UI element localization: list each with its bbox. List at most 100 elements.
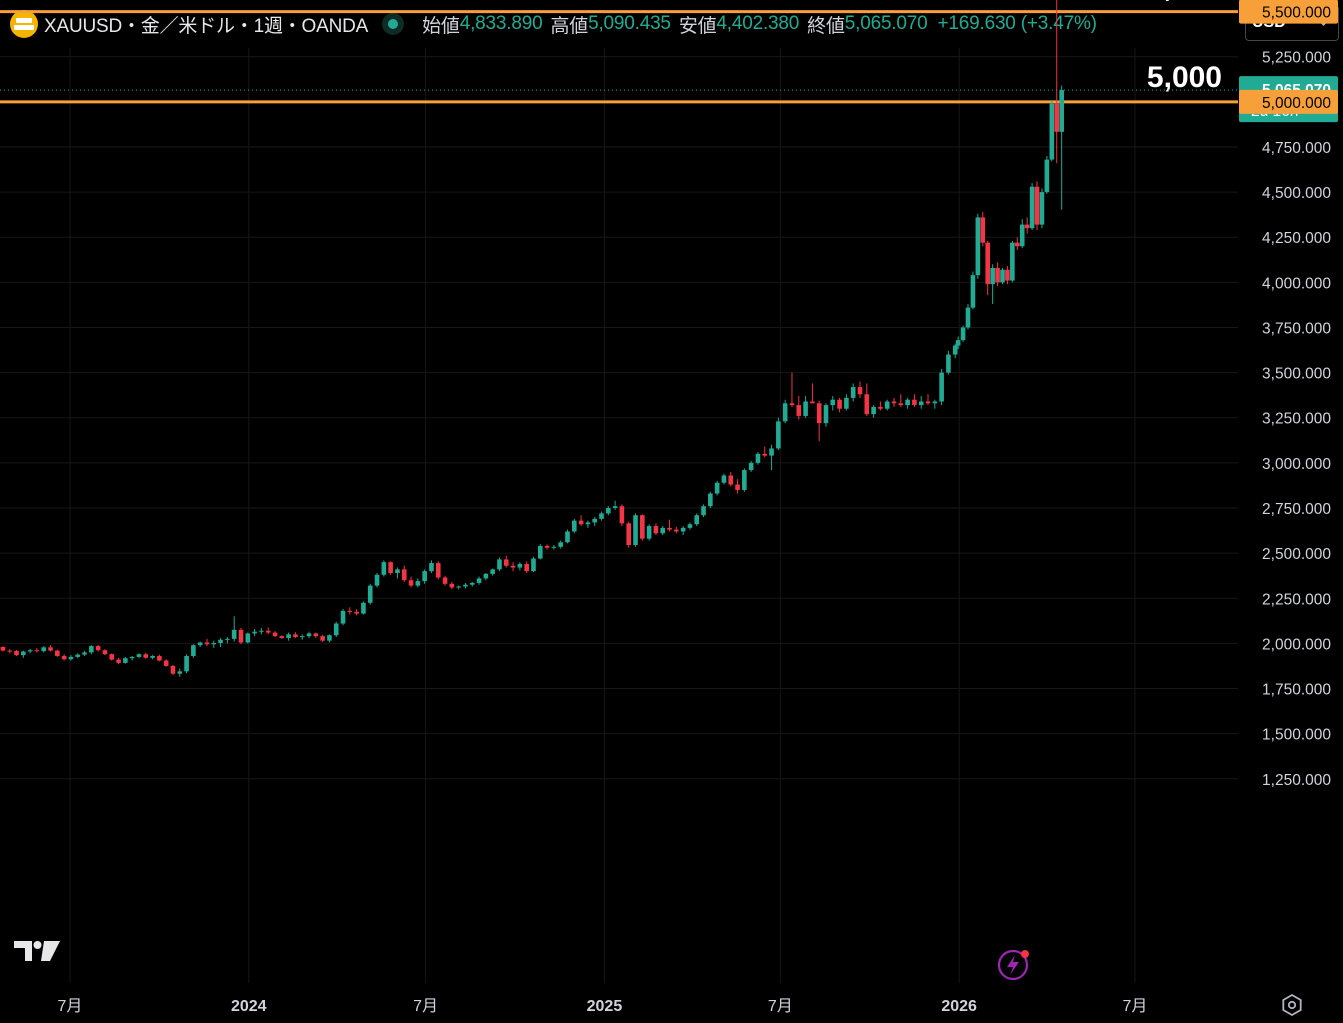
y-tick-label: 5,250.000 (1262, 50, 1331, 67)
candle-body (177, 671, 183, 674)
candle-body (708, 493, 713, 507)
candle-body (197, 642, 203, 646)
close-value: 5,065.070 (844, 13, 928, 34)
flash-news-icon[interactable] (995, 946, 1033, 984)
candle-body (157, 656, 162, 661)
candle-body (381, 562, 387, 575)
symbol-header: XAUUSD・金／米ドル・1週・OANDA 始値 4,833.890 高値 5,09… (0, 0, 1240, 48)
candle-body (463, 584, 468, 587)
candle-body (844, 397, 849, 409)
candle-body (946, 354, 951, 373)
candle-body (449, 583, 455, 588)
candle-body (116, 659, 121, 663)
level-label: 5,500 (1147, 0, 1222, 4)
candle-body (143, 654, 149, 658)
candle-body (286, 634, 291, 638)
candle-body (129, 656, 135, 659)
candle-body (388, 562, 393, 573)
candle-body (640, 515, 645, 539)
candle-body (1019, 224, 1025, 247)
candle-body (646, 526, 652, 539)
y-tick-label: 1,500.000 (1262, 727, 1331, 744)
low-value: 4,402.380 (716, 13, 800, 34)
candle-body (905, 399, 910, 406)
candle-body (340, 610, 346, 624)
time-axis[interactable]: 7月 2024 7月 2025 7月 2026 7月 (58, 998, 1148, 1015)
candle-body (816, 403, 822, 424)
candle-body (742, 470, 747, 490)
horizontal-levels: 5,500 5,000 (0, 0, 1238, 104)
level-price-badge (1239, 0, 1338, 24)
tradingview-logo-icon[interactable] (14, 939, 62, 963)
candle-body (1024, 224, 1030, 229)
candle-body (748, 462, 754, 471)
candle-body (456, 586, 461, 588)
candle-body (34, 650, 40, 652)
candles (0, 0, 1064, 677)
candle-body (687, 524, 693, 528)
candle-body (48, 647, 53, 651)
high-label: 高値 (550, 15, 589, 37)
candle-body (211, 643, 217, 645)
candle-body (633, 515, 638, 546)
candle-body (333, 623, 339, 636)
x-tick-label: 2024 (231, 998, 267, 1015)
candle-body (884, 401, 890, 409)
candle-body (578, 520, 584, 525)
candle-body (1014, 242, 1020, 247)
candle-body (952, 345, 958, 355)
candle-body (1039, 192, 1045, 225)
candle-body (626, 523, 632, 546)
candle-body (925, 401, 931, 404)
candle-body (990, 267, 995, 285)
candle-body (960, 327, 966, 341)
level-price-badge (1239, 89, 1338, 114)
candle-body (41, 647, 47, 652)
candle-body (769, 448, 774, 456)
x-tick-label: 7月 (58, 998, 83, 1015)
candle-body (55, 650, 60, 657)
candle-body (367, 585, 373, 603)
candle-body (789, 403, 795, 406)
settings-icon[interactable] (1280, 993, 1304, 1017)
candle-body (803, 401, 808, 416)
candle-body (429, 563, 434, 572)
y-tick-label: 3,750.000 (1262, 320, 1331, 337)
candle-body (537, 545, 543, 559)
candle-body (109, 654, 115, 660)
symbol-title[interactable]: XAUUSD・金／米ドル・1週・OANDA (44, 15, 369, 37)
candle-body (735, 484, 740, 490)
candle-body (837, 399, 842, 409)
candle-body (21, 651, 26, 656)
candle-body (503, 559, 509, 566)
candle-body (401, 569, 407, 581)
market-status-icon (382, 13, 405, 35)
x-tick-label: 7月 (768, 998, 793, 1015)
candle-body (259, 630, 264, 632)
x-tick-label: 7月 (1123, 998, 1148, 1015)
candle-body (123, 658, 128, 663)
candle-body (327, 635, 332, 641)
candle-body (61, 656, 67, 660)
y-tick-label: 4,000.000 (1262, 275, 1331, 292)
candle-body (955, 340, 961, 346)
y-tick-label: 4,750.000 (1262, 140, 1331, 157)
candle-body (762, 453, 768, 456)
candle-body (599, 513, 604, 519)
y-tick-label: 4,250.000 (1262, 230, 1331, 247)
candle-body (701, 506, 706, 516)
candle-body (898, 403, 904, 406)
candle-body (694, 515, 700, 525)
candle-body (361, 602, 366, 614)
candle-body (170, 665, 176, 674)
oanda-logo-icon (10, 10, 38, 38)
candle-body (354, 611, 359, 614)
candle-body (252, 631, 257, 634)
candle-body (102, 650, 108, 655)
candle-body (293, 634, 298, 638)
candle-body (442, 577, 448, 584)
candle-body (245, 633, 251, 643)
candle-body (415, 581, 421, 586)
candle-body (619, 506, 625, 524)
